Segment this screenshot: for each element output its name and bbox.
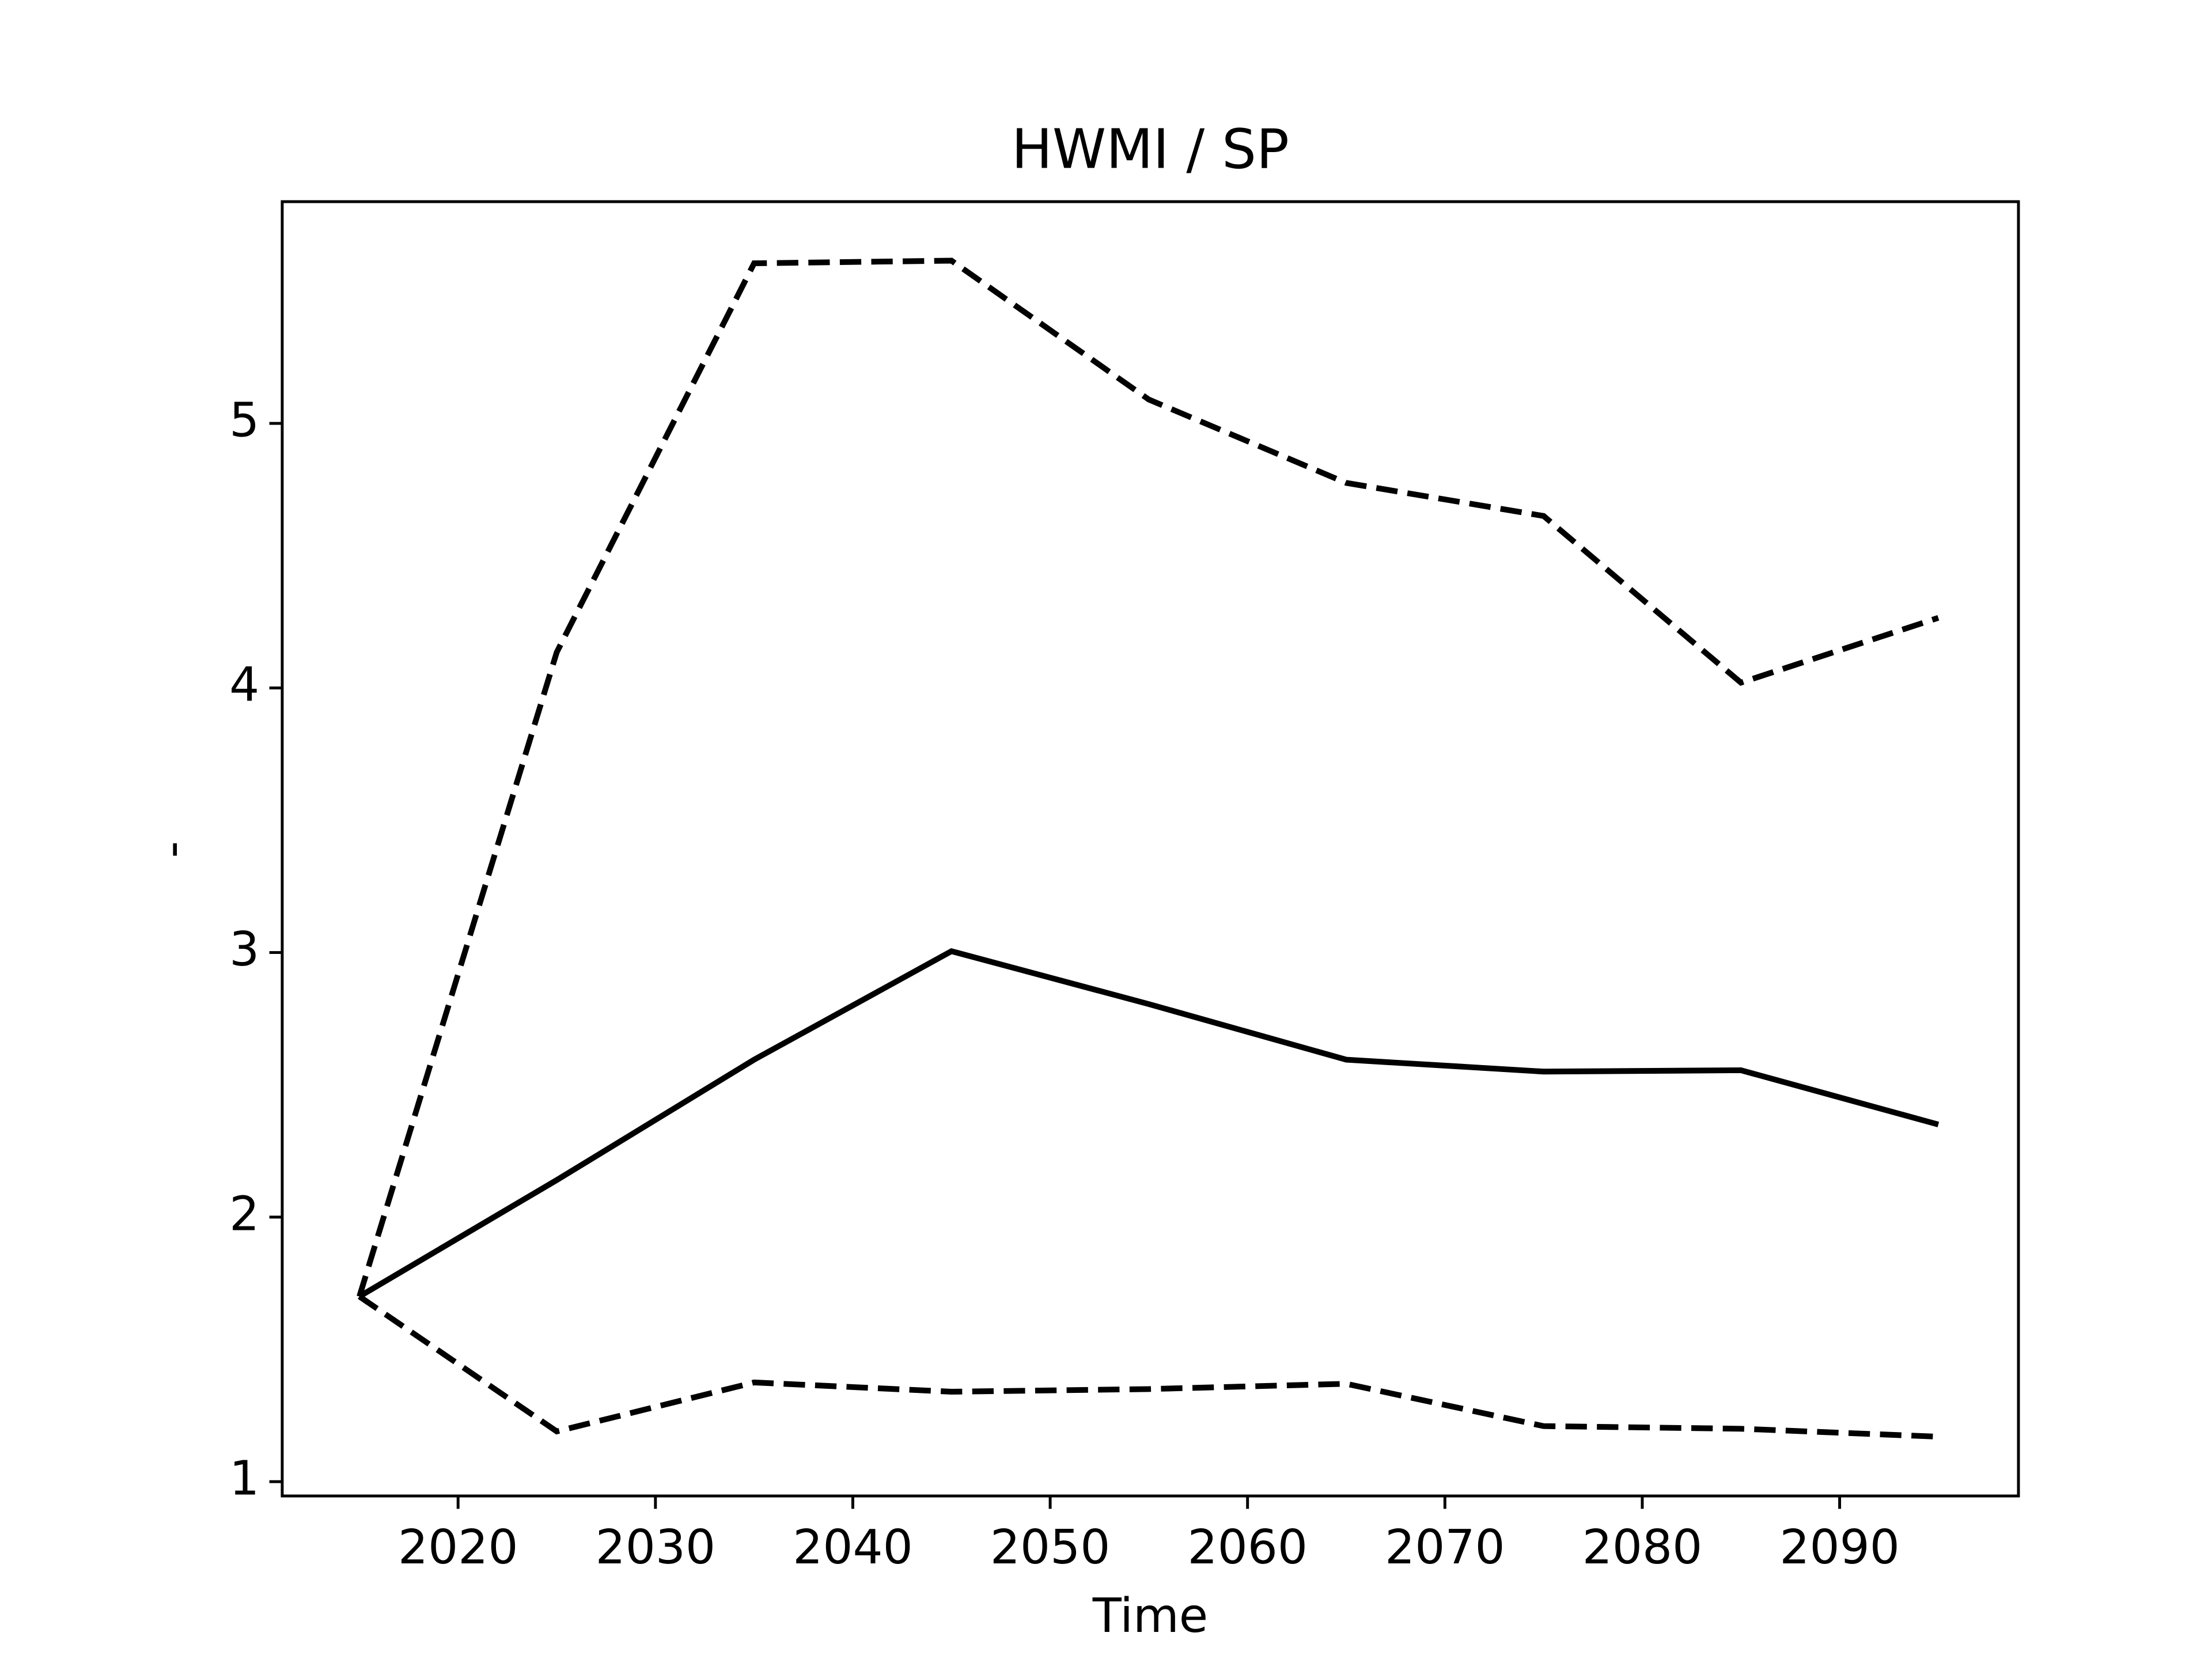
y-tick-label: 3 [229, 922, 259, 977]
x-tick-label: 2080 [1582, 1520, 1702, 1575]
y-tick-label: 1 [229, 1452, 259, 1506]
x-axis-label: Time [1092, 1589, 1208, 1643]
series-line [358, 1294, 1939, 1440]
x-tick-label: 2050 [990, 1520, 1111, 1575]
series-line [357, 257, 1940, 1298]
x-tick-label: 2070 [1385, 1520, 1505, 1575]
plot-frame [281, 200, 2020, 1498]
y-axis-label: - [145, 841, 199, 858]
y-tick-label: 5 [229, 393, 259, 448]
x-tick-label: 2030 [596, 1520, 715, 1575]
x-tick-label: 2060 [1187, 1520, 1308, 1575]
y-tick-label: 2 [229, 1187, 259, 1241]
x-tick-label: 2020 [398, 1520, 518, 1575]
y-tick-label: 4 [229, 658, 259, 713]
x-tick-label: 2090 [1779, 1520, 1900, 1575]
series-line [358, 948, 1940, 1299]
x-tick-label: 2040 [793, 1520, 913, 1575]
chart-title: HWMI / SP [1012, 118, 1289, 181]
